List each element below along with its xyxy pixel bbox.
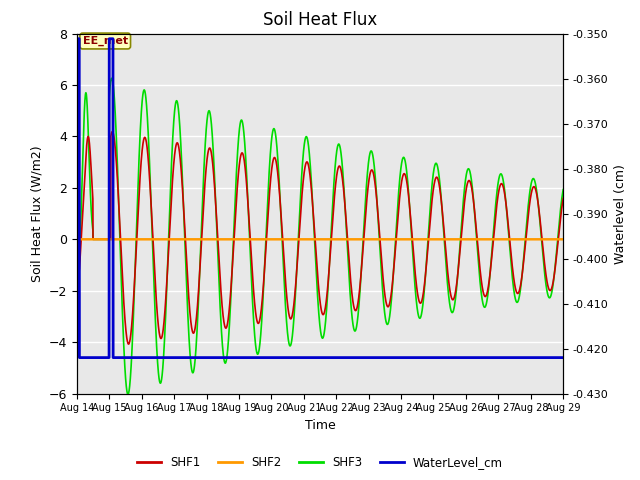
Title: Soil Heat Flux: Soil Heat Flux — [263, 11, 377, 29]
Y-axis label: Soil Heat Flux (W/m2): Soil Heat Flux (W/m2) — [30, 145, 43, 282]
Y-axis label: Waterlevel (cm): Waterlevel (cm) — [614, 164, 627, 264]
Legend: SHF1, SHF2, SHF3, WaterLevel_cm: SHF1, SHF2, SHF3, WaterLevel_cm — [132, 452, 508, 474]
X-axis label: Time: Time — [305, 419, 335, 432]
Text: EE_met: EE_met — [83, 36, 128, 46]
